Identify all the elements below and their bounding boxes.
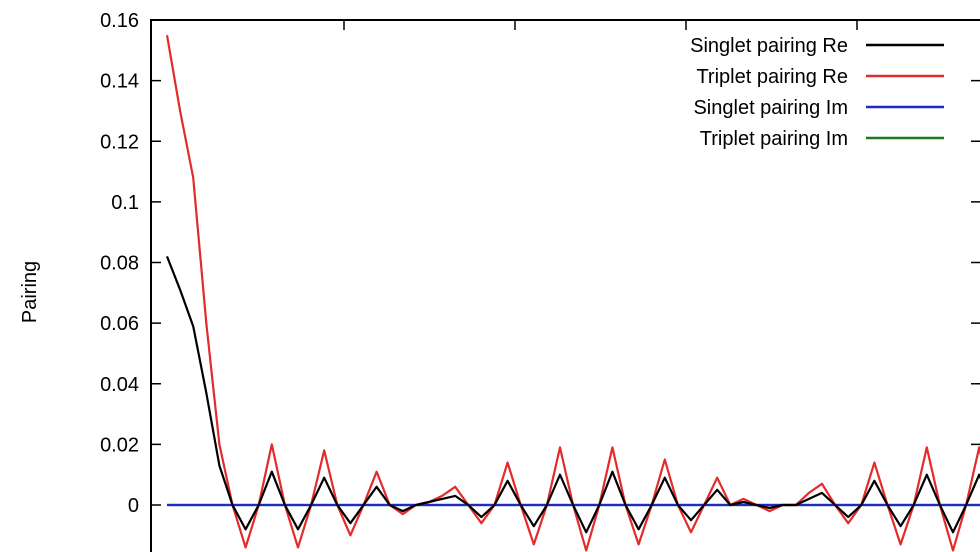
y-tick-label: 0.08 (100, 253, 139, 275)
y-tick-label: 0.14 (100, 71, 139, 93)
series-line-1 (165, 35, 980, 552)
legend: Singlet pairing Re Triplet pairing Re Sing… (690, 35, 944, 150)
y-tick-label: 0.12 (100, 131, 139, 153)
legend-label: Triplet pairing Re (696, 66, 848, 88)
y-axis-title: Pairing (19, 261, 41, 323)
y-tick-label: 0.1 (111, 192, 139, 214)
y-tick-label: 0.02 (100, 434, 139, 456)
y-tick-label: 0.06 (100, 313, 139, 335)
y-axis-ticks: 0.16 0.14 0.12 0.1 0.08 0.06 0.04 0.02 0 (100, 10, 980, 517)
series-lines (165, 35, 980, 552)
series-line-0 (165, 255, 980, 534)
y-tick-label: 0 (128, 495, 139, 517)
plot-frame (150, 19, 980, 552)
x-axis-ticks (343, 20, 858, 30)
legend-label: Singlet pairing Im (693, 97, 848, 119)
legend-label: Singlet pairing Re (690, 35, 848, 57)
y-tick-label: 0.04 (100, 374, 139, 396)
y-tick-label: 0.16 (100, 10, 139, 32)
legend-label: Triplet pairing Im (700, 128, 848, 150)
